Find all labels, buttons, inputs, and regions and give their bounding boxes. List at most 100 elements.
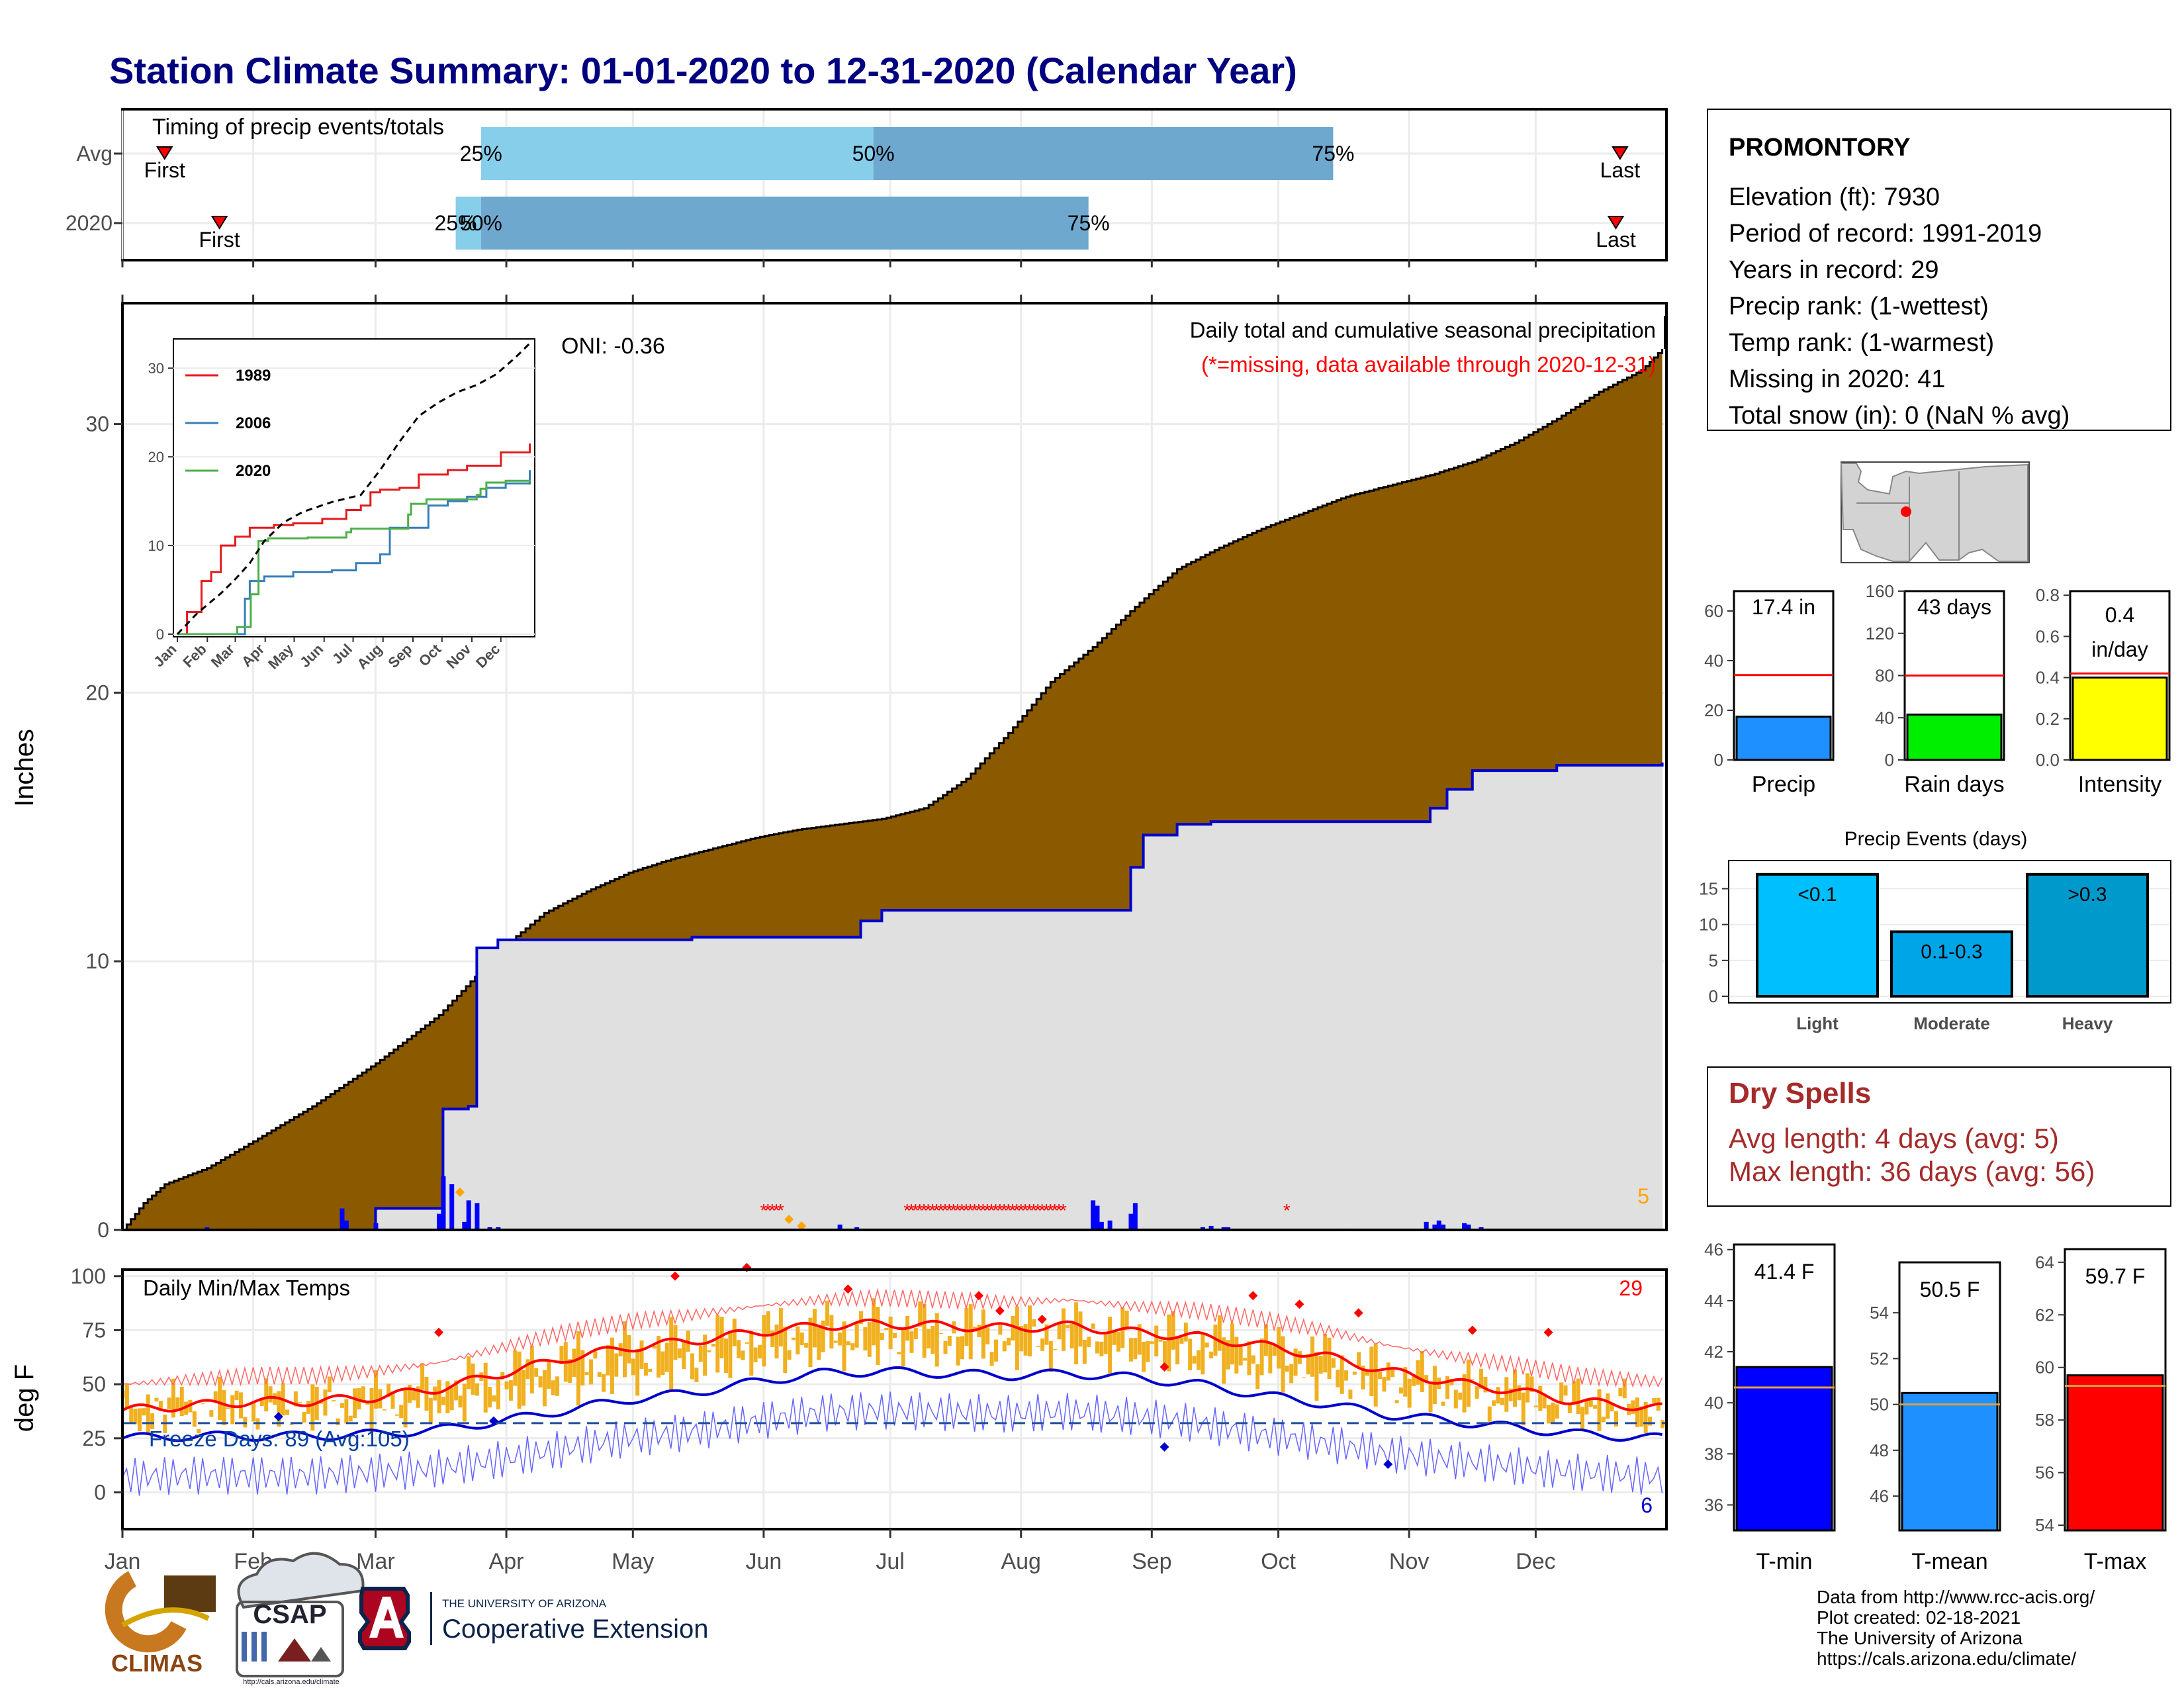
inset-line-1989	[177, 444, 531, 635]
missing-day-marker: *	[1034, 1200, 1042, 1221]
season-panel-value-unit: in/day	[2091, 637, 2148, 661]
station-line: Precip rank: (1-wettest)	[1729, 293, 1989, 320]
temp-summary-bar	[2066, 1374, 2164, 1532]
daily-temp-bar	[610, 1337, 614, 1394]
daily-temp-bar	[989, 1352, 994, 1366]
daily-temp-bar	[627, 1335, 631, 1364]
credit-line: Data from http://www.rcc-acis.org/	[1817, 1587, 2095, 1607]
ua-logo: THE UNIVERSITY OF ARIZONA Cooperative Ex…	[358, 1587, 708, 1650]
daily-precip-bar	[1436, 1220, 1441, 1230]
daily-temp-bar	[293, 1391, 298, 1407]
p50-label: 50%	[460, 211, 502, 235]
missing-day-marker: *	[921, 1200, 928, 1221]
temp-summary-ytick-label: 50	[1870, 1395, 1889, 1415]
page-title: Station Climate Summary: 01-01-2020 to 1…	[109, 50, 1297, 91]
daily-temp-bar	[420, 1363, 425, 1390]
daily-temp-bar	[631, 1358, 635, 1376]
missing-day-marker: *	[1009, 1200, 1017, 1221]
daily-temp-bar	[1412, 1374, 1416, 1386]
precip-panel: ***** ***********************************…	[10, 302, 1668, 1242]
daily-temp-bar	[749, 1331, 754, 1376]
daily-temp-bar	[947, 1335, 952, 1346]
daily-precip-bar	[1200, 1227, 1205, 1230]
avg-max-line	[122, 1318, 1662, 1413]
missing-day-marker: *	[1056, 1200, 1063, 1221]
station-line: Years in record: 29	[1729, 256, 1939, 284]
season-panel-ytick-label: 40	[1875, 708, 1894, 727]
daily-temp-bar	[1555, 1404, 1559, 1419]
daily-temp-bar	[1378, 1372, 1383, 1380]
daily-temp-bar	[1137, 1324, 1142, 1355]
daily-temp-bar	[412, 1391, 416, 1401]
daily-temp-bar	[483, 1362, 488, 1413]
season-panel-ytick-label: 120	[1866, 624, 1894, 643]
daily-temp-bar	[1061, 1308, 1066, 1351]
partial-day-marker	[784, 1215, 794, 1224]
missing-day-marker: *	[967, 1200, 974, 1221]
daily-temp-bar	[635, 1349, 640, 1396]
inset-ytick-label: 10	[148, 538, 164, 554]
missing-day-marker: *	[1005, 1200, 1012, 1221]
season-panel-bar	[1906, 713, 2003, 761]
daily-temp-bar	[365, 1401, 370, 1405]
events-category-label: Moderate	[1913, 1013, 1990, 1033]
daily-temp-bar	[1015, 1306, 1019, 1370]
timing-row-label: 2020	[66, 211, 113, 235]
missing-day-marker: *	[1017, 1200, 1024, 1221]
precip-y-axis: 0 10 20 30	[85, 412, 122, 1242]
daily-temp-bar	[1504, 1377, 1509, 1412]
daily-temp-bar	[1108, 1317, 1113, 1374]
temp-summary-value: 59.7 F	[2085, 1264, 2146, 1288]
daily-temp-bar	[732, 1319, 737, 1346]
daily-temp-bar	[568, 1359, 572, 1383]
daily-temp-bar	[931, 1326, 935, 1354]
month-label: Dec	[1516, 1549, 1555, 1574]
daily-temp-bar	[682, 1340, 686, 1370]
daily-temp-bar	[285, 1409, 290, 1415]
daily-temp-bar	[1453, 1389, 1458, 1409]
daily-temp-bar	[1432, 1366, 1437, 1405]
daily-temp-bar	[218, 1376, 222, 1421]
temp-ytick-label: 75	[82, 1318, 106, 1342]
ua-small-text: THE UNIVERSITY OF ARIZONA	[442, 1597, 607, 1610]
timing-panel: Timing of precip events/totals Avg First L…	[66, 108, 1668, 303]
daily-temp-bar	[1099, 1341, 1104, 1356]
record-high-marker	[1543, 1327, 1553, 1337]
daily-temp-bar	[1314, 1352, 1319, 1401]
daily-temp-bar	[1285, 1366, 1289, 1372]
station-line: Missing in 2020: 41	[1729, 365, 1945, 393]
season-panel-value: 17.4 in	[1752, 595, 1815, 619]
daily-temp-bar	[361, 1386, 365, 1402]
daily-temp-bar	[893, 1333, 897, 1338]
daily-precip-bar	[837, 1224, 842, 1230]
precip-ytick-label: 0	[97, 1218, 109, 1242]
precip-ytick-label: 10	[85, 949, 109, 973]
daily-temp-bar	[1407, 1378, 1412, 1408]
daily-temp-bar	[1559, 1382, 1564, 1403]
season-panel-label: Precip	[1752, 772, 1815, 797]
daily-temp-bar	[462, 1383, 467, 1422]
daily-temp-bar	[652, 1345, 657, 1349]
daily-temp-bar	[264, 1378, 269, 1412]
daily-temp-bar	[344, 1399, 349, 1424]
daily-temp-bar	[614, 1353, 619, 1377]
timing-bar-25-50	[480, 127, 874, 180]
daily-temp-bar	[1124, 1310, 1129, 1331]
precip-panel-frame	[121, 302, 1668, 1231]
daily-temp-bar	[1588, 1397, 1593, 1407]
station-location-dot	[1901, 506, 1911, 517]
first-marker	[156, 146, 173, 160]
daily-temp-bar	[1361, 1365, 1365, 1389]
season-panel-ytick-label: 160	[1866, 581, 1894, 601]
daily-temp-bar	[150, 1413, 155, 1429]
daily-temp-bar	[449, 1387, 454, 1411]
daily-temp-bar	[475, 1383, 479, 1396]
daily-temp-bar	[812, 1309, 817, 1348]
missing-day-marker: *	[1038, 1200, 1046, 1221]
daily-temp-bar	[1268, 1342, 1273, 1374]
daily-precip-bar	[1095, 1205, 1100, 1230]
daily-temp-bar	[1635, 1397, 1639, 1427]
precip-ytick-label: 20	[85, 680, 109, 704]
